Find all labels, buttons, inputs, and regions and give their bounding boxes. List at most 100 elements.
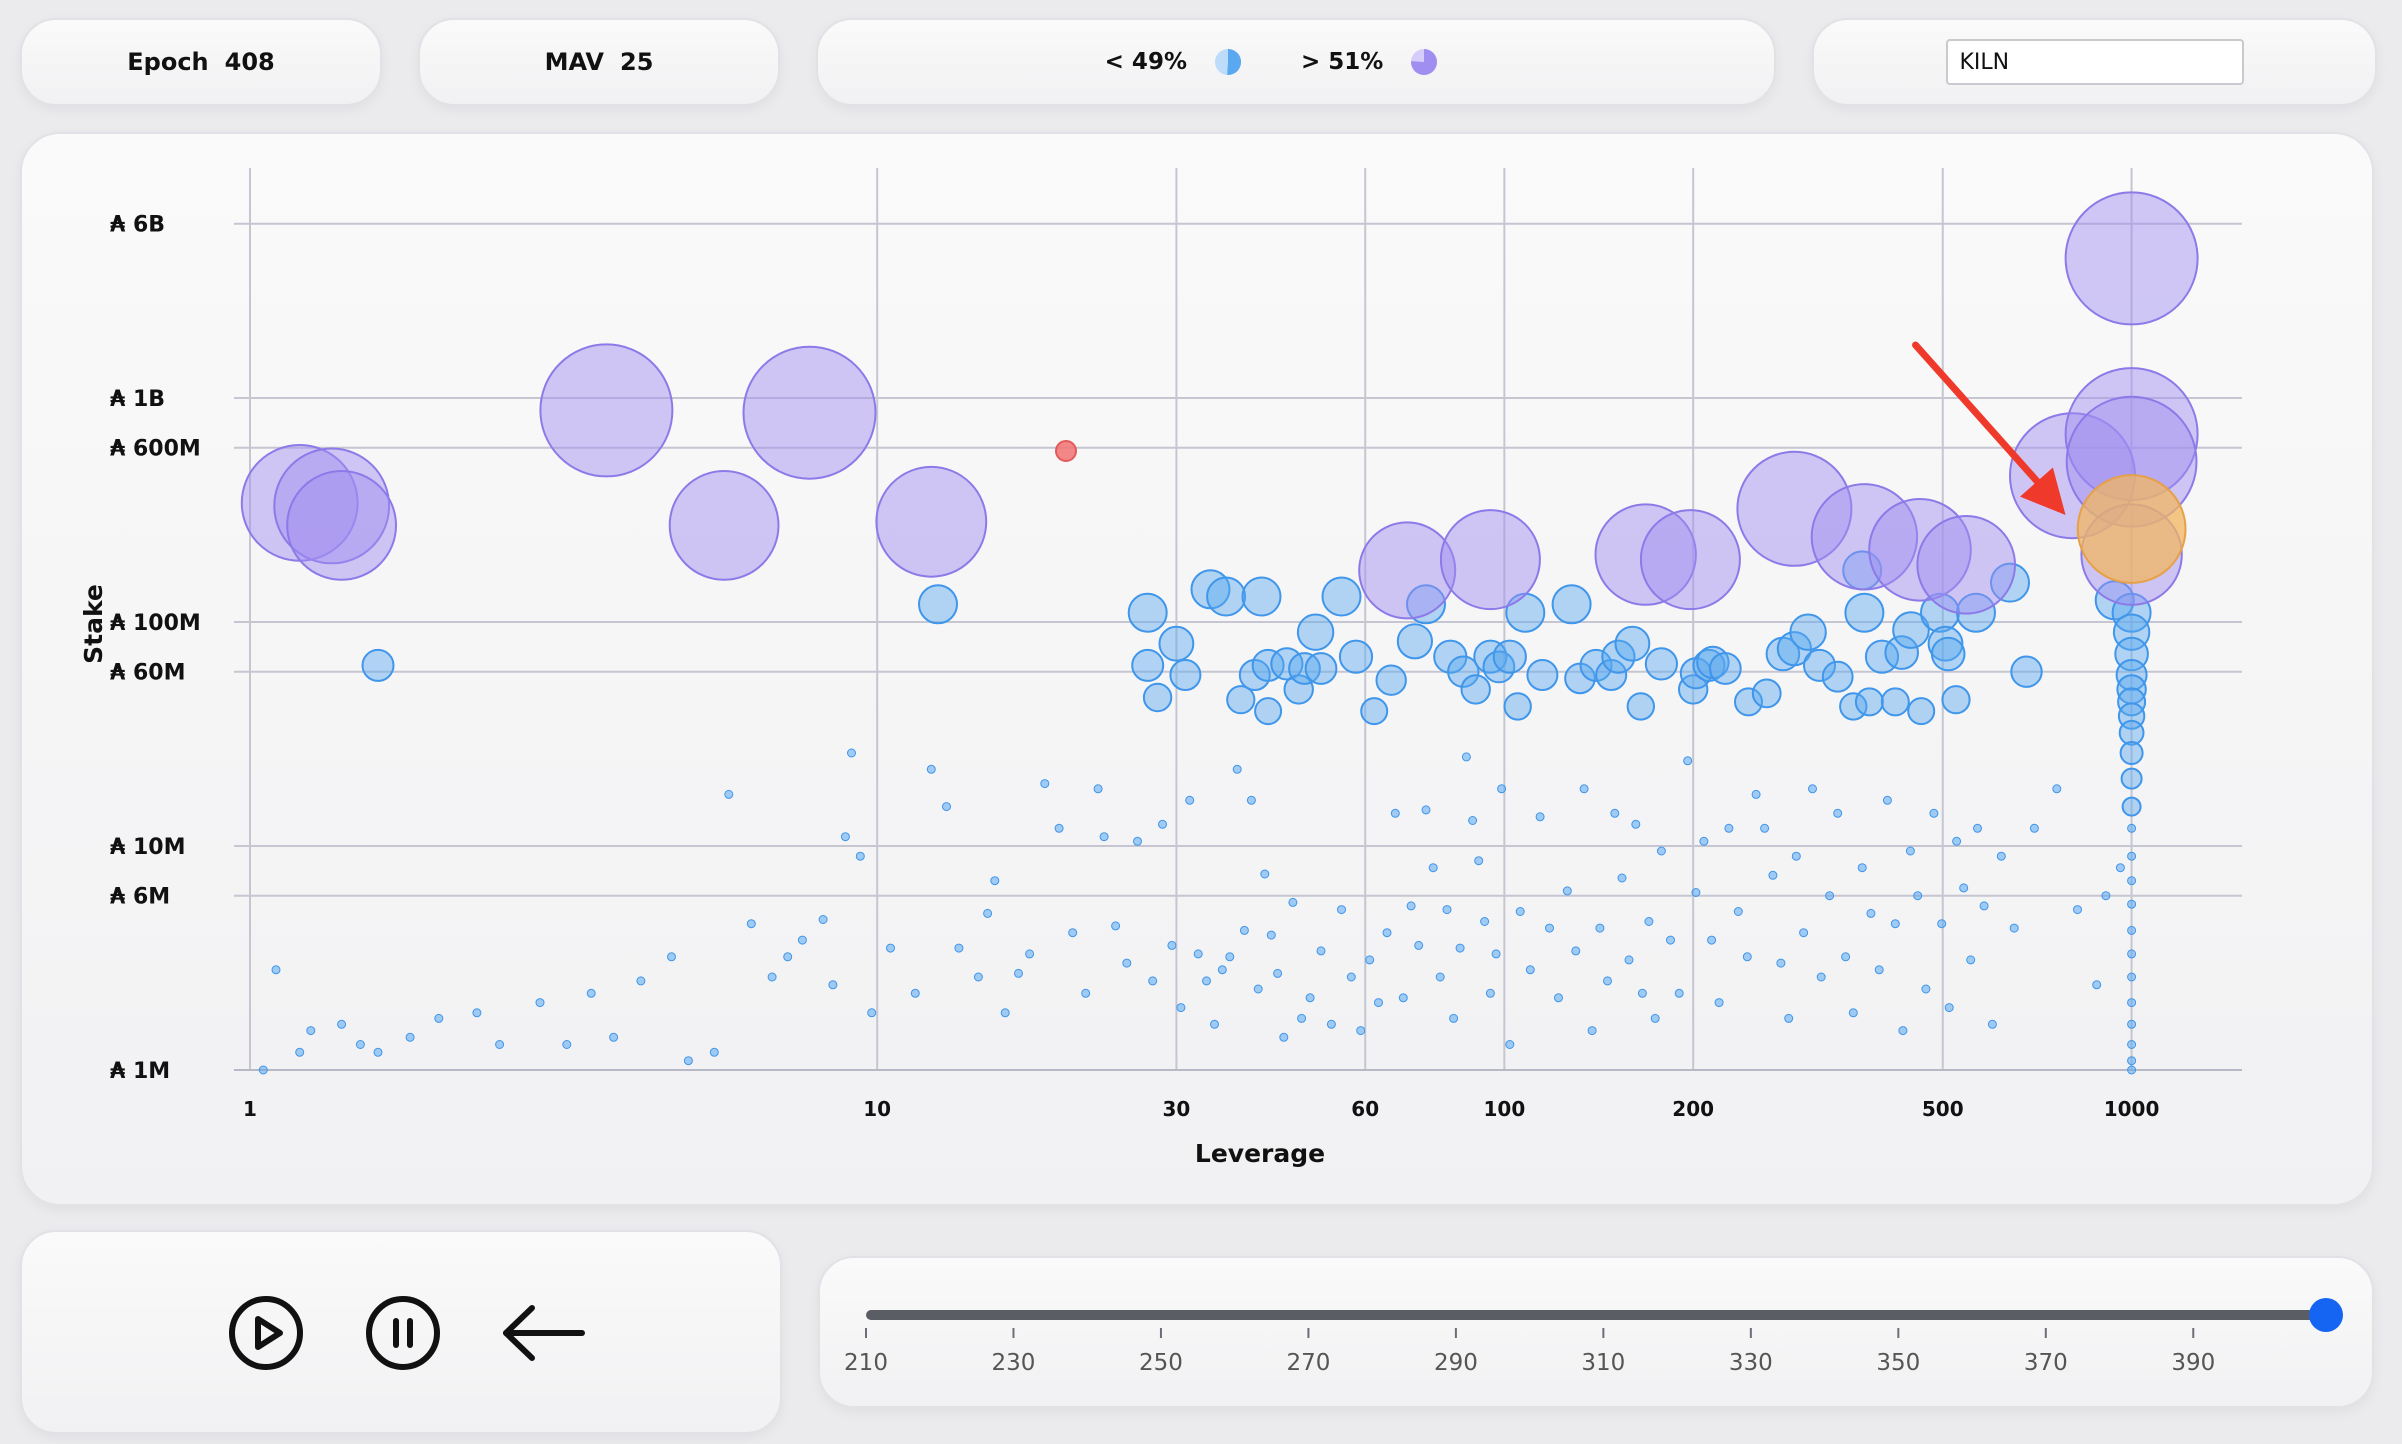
data-point-below-small[interactable] bbox=[1890, 919, 1900, 929]
data-point-below-small[interactable] bbox=[1246, 795, 1256, 805]
data-point-below-small[interactable] bbox=[1148, 976, 1158, 986]
data-point-below-small[interactable] bbox=[1595, 923, 1605, 933]
data-point-below[interactable] bbox=[1127, 592, 1168, 633]
data-point-below-small[interactable] bbox=[562, 1040, 572, 1049]
data-point-below-small[interactable] bbox=[2127, 972, 2137, 982]
data-point-below-small[interactable] bbox=[910, 988, 920, 998]
data-point-below-small[interactable] bbox=[1260, 869, 1270, 879]
data-point-below-small[interactable] bbox=[1449, 1013, 1459, 1023]
data-point-below-small[interactable] bbox=[2127, 1040, 2137, 1049]
slider-thumb[interactable] bbox=[2309, 1298, 2343, 1332]
data-point-below[interactable] bbox=[1321, 576, 1362, 617]
data-point-below-small[interactable] bbox=[2073, 905, 2082, 915]
data-point-below-small[interactable] bbox=[1733, 907, 1743, 916]
data-point-below[interactable] bbox=[1551, 584, 1592, 625]
data-point-below-small[interactable] bbox=[983, 908, 993, 918]
data-point-below-small[interactable] bbox=[609, 1032, 619, 1042]
data-point-below-small[interactable] bbox=[306, 1026, 316, 1036]
data-point-below[interactable] bbox=[1579, 648, 1613, 682]
data-point-below[interactable] bbox=[1304, 652, 1338, 685]
data-point-below-small[interactable] bbox=[1014, 968, 1023, 978]
data-point-below[interactable] bbox=[1803, 648, 1836, 682]
data-point-below[interactable] bbox=[1884, 635, 1919, 670]
data-point-below-small[interactable] bbox=[1158, 819, 1167, 829]
data-point-below-small[interactable] bbox=[1326, 1019, 1336, 1029]
data-point-below-small[interactable] bbox=[1288, 897, 1298, 907]
data-point-below-small[interactable] bbox=[1631, 819, 1641, 829]
data-point-below-small[interactable] bbox=[373, 1047, 383, 1057]
data-point-below[interactable] bbox=[1169, 659, 1202, 691]
data-point-below-small[interactable] bbox=[1111, 921, 1121, 931]
data-point-below-small[interactable] bbox=[1414, 940, 1424, 950]
data-point-below[interactable] bbox=[1990, 562, 2030, 603]
epoch-slider[interactable]: 210 230 250 270 290 310 330 350 370 390 bbox=[820, 1258, 2376, 1410]
data-point-below-small[interactable] bbox=[1167, 940, 1177, 950]
data-point-below-small[interactable] bbox=[1193, 949, 1203, 959]
data-point-below[interactable] bbox=[1406, 584, 1446, 625]
data-point-below-small[interactable] bbox=[1768, 870, 1778, 880]
data-point-below[interactable] bbox=[1930, 636, 1966, 672]
data-point-below-small[interactable] bbox=[1929, 808, 1939, 818]
data-point-below[interactable] bbox=[1241, 576, 1282, 617]
data-point-below-small[interactable] bbox=[1232, 764, 1242, 774]
pause-icon[interactable] bbox=[364, 1294, 442, 1372]
data-point-below-small[interactable] bbox=[709, 1047, 719, 1057]
data-point-below-small[interactable] bbox=[2009, 923, 2019, 933]
data-point-below-small[interactable] bbox=[1468, 816, 1478, 825]
data-point-below-small[interactable] bbox=[1624, 955, 1634, 965]
data-point-below-small[interactable] bbox=[1937, 919, 1947, 929]
data-point-below-small[interactable] bbox=[1587, 1026, 1597, 1036]
data-point-below-small[interactable] bbox=[1390, 808, 1400, 818]
data-point-below-small[interactable] bbox=[1644, 917, 1654, 926]
data-point-below-small[interactable] bbox=[797, 935, 807, 945]
data-point-highlight[interactable] bbox=[2076, 474, 2187, 584]
data-point-below-small[interactable] bbox=[258, 1065, 268, 1075]
data-point-below-small[interactable] bbox=[1176, 1003, 1186, 1013]
data-point-below-small[interactable] bbox=[2127, 899, 2137, 909]
data-point-below[interactable] bbox=[1854, 687, 1884, 717]
data-point-below-small[interactable] bbox=[783, 952, 793, 962]
data-point-below[interactable] bbox=[1927, 625, 1964, 662]
data-point-below-small[interactable] bbox=[1666, 935, 1675, 945]
data-point-below-small[interactable] bbox=[1905, 846, 1915, 856]
data-point-below-small[interactable] bbox=[1505, 1040, 1515, 1049]
data-point-below[interactable] bbox=[1844, 592, 1885, 633]
data-point-below[interactable] bbox=[2120, 767, 2143, 790]
data-point-below[interactable] bbox=[918, 584, 958, 625]
data-point-below-small[interactable] bbox=[1610, 808, 1620, 818]
data-point-below-small[interactable] bbox=[2127, 1056, 2137, 1066]
data-point-below-small[interactable] bbox=[1217, 965, 1227, 975]
data-point-below-small[interactable] bbox=[1239, 925, 1249, 935]
data-point-below-small[interactable] bbox=[1707, 935, 1717, 945]
data-point-below[interactable] bbox=[2121, 796, 2142, 817]
data-point-below-small[interactable] bbox=[1784, 1013, 1794, 1023]
data-point-above[interactable] bbox=[1358, 521, 1457, 620]
data-point-below[interactable] bbox=[2010, 655, 2043, 688]
data-point-below[interactable] bbox=[1158, 625, 1195, 662]
data-point-below-small[interactable] bbox=[1305, 993, 1315, 1003]
data-point-below-small[interactable] bbox=[767, 972, 777, 982]
data-point-below-small[interactable] bbox=[1374, 998, 1383, 1008]
data-point-below-small[interactable] bbox=[1714, 998, 1724, 1008]
data-point-below-small[interactable] bbox=[1898, 1026, 1908, 1036]
data-point-below-small[interactable] bbox=[1461, 752, 1471, 762]
data-point-below-small[interactable] bbox=[1356, 1026, 1366, 1036]
data-point-below-small[interactable] bbox=[1273, 968, 1283, 978]
data-point-below-small[interactable] bbox=[1691, 888, 1701, 897]
data-point-below-small[interactable] bbox=[1699, 836, 1709, 846]
data-point-below-small[interactable] bbox=[472, 1008, 482, 1018]
data-point-below-small[interactable] bbox=[1848, 1008, 1858, 1018]
data-point-below-small[interactable] bbox=[586, 988, 596, 998]
data-point-below-small[interactable] bbox=[1297, 1013, 1307, 1023]
data-point-below-small[interactable] bbox=[1882, 795, 1892, 805]
data-point-below-small[interactable] bbox=[973, 972, 983, 982]
data-point-above[interactable] bbox=[742, 345, 877, 480]
data-point-below-small[interactable] bbox=[1253, 984, 1263, 994]
data-point-below-small[interactable] bbox=[1266, 930, 1276, 940]
data-point-below[interactable] bbox=[1447, 655, 1480, 688]
data-point-below-small[interactable] bbox=[855, 851, 865, 861]
data-point-above[interactable] bbox=[1736, 450, 1853, 567]
data-point-below-small[interactable] bbox=[1866, 908, 1876, 918]
data-point-below-small[interactable] bbox=[1841, 952, 1851, 962]
data-point-below-small[interactable] bbox=[2127, 925, 2137, 935]
